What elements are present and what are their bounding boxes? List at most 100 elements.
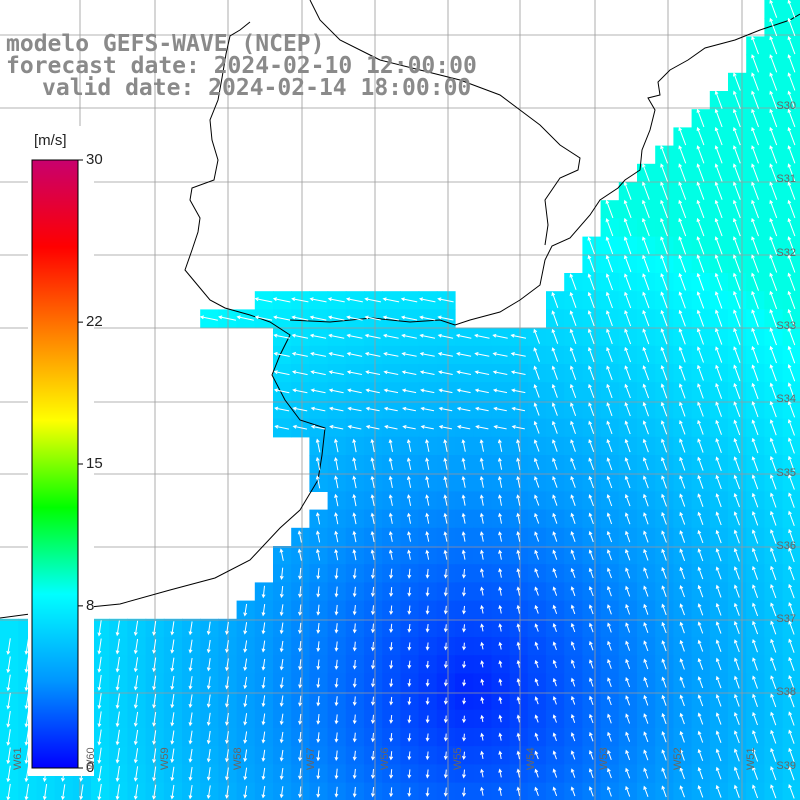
wind-arrow	[516, 750, 521, 760]
wind-arrow	[511, 406, 526, 412]
wind-arrow	[115, 638, 120, 655]
wind-arrow	[788, 528, 795, 545]
wind-arrow	[407, 531, 411, 542]
wind-arrow	[188, 676, 193, 690]
wind-arrow	[788, 656, 795, 671]
wind-arrow	[315, 475, 321, 489]
wind-arrow	[133, 657, 139, 673]
wind-arrow	[751, 529, 759, 544]
wind-arrow	[589, 622, 594, 633]
wind-arrow	[254, 297, 273, 303]
wind-arrow	[751, 474, 759, 490]
wind-arrow	[752, 584, 759, 598]
wind-arrow	[552, 494, 558, 506]
wind-arrow	[206, 676, 211, 690]
wind-arrow	[589, 695, 594, 705]
wind-arrow	[642, 346, 650, 363]
wind-arrow	[298, 586, 303, 598]
wind-arrow	[715, 438, 722, 453]
wind-arrow	[769, 382, 777, 400]
wind-arrow	[474, 333, 490, 339]
wind-arrow	[769, 0, 778, 18]
wind-arrow	[334, 586, 339, 598]
wind-arrow	[480, 678, 485, 686]
wind-arrow	[115, 656, 120, 673]
wind-arrow	[345, 297, 363, 303]
wind-arrow	[588, 475, 594, 489]
wind-arrow	[787, 199, 796, 219]
coastline	[0, 21, 326, 619]
wind-arrow	[388, 512, 393, 524]
wind-arrow	[606, 420, 613, 435]
wind-arrow	[364, 333, 381, 339]
wind-arrow	[551, 347, 559, 362]
wind-arrow	[370, 660, 375, 670]
wind-arrow	[316, 714, 321, 725]
wind-arrow	[751, 511, 759, 526]
wind-arrow	[588, 383, 595, 398]
wind-arrow	[552, 696, 557, 705]
wind-arrow	[443, 787, 448, 797]
wind-arrow	[352, 786, 357, 798]
valid-date: valid date: 2024-02-14 18:00:00	[42, 75, 472, 101]
wind-arrow	[678, 126, 687, 146]
wind-arrow	[334, 732, 339, 743]
wind-arrow	[534, 512, 540, 524]
wind-arrow	[243, 785, 248, 799]
wind-arrow	[589, 677, 594, 687]
wind-arrow	[734, 657, 740, 671]
wind-arrow	[443, 769, 448, 779]
wind-arrow	[254, 315, 273, 321]
wind-arrow	[516, 567, 521, 578]
wind-arrow	[298, 713, 303, 725]
wind-arrow	[769, 72, 778, 91]
wind-arrow	[461, 512, 466, 524]
wind-arrow	[298, 604, 303, 616]
wind-arrow	[715, 693, 722, 707]
wind-arrow	[661, 585, 667, 597]
wind-arrow	[623, 199, 632, 219]
wind-arrow	[327, 297, 345, 303]
wind-arrow	[261, 622, 266, 635]
wind-arrow	[364, 297, 382, 303]
wind-arrow	[498, 786, 503, 796]
wind-arrow	[534, 786, 539, 796]
wind-arrow	[769, 35, 778, 55]
wind-arrow	[679, 676, 685, 688]
wind-arrow	[660, 236, 668, 255]
wind-arrow	[400, 297, 418, 303]
wind-arrow	[334, 786, 339, 798]
wind-arrow	[274, 406, 290, 412]
wind-arrow	[752, 547, 759, 562]
wind-arrow	[605, 218, 614, 237]
wind-arrow	[292, 424, 308, 430]
wind-arrow	[606, 549, 612, 561]
wind-arrow	[551, 420, 558, 434]
wind-arrow	[661, 658, 667, 670]
wind-arrow	[443, 494, 448, 506]
wind-arrow	[534, 549, 539, 560]
wind-arrow	[751, 492, 759, 508]
wind-arrow	[206, 730, 211, 745]
wind-arrow	[365, 370, 381, 375]
wind-arrow	[352, 605, 357, 616]
wind-arrow	[479, 457, 484, 470]
wind-arrow	[516, 475, 521, 488]
wind-arrow	[769, 474, 777, 490]
wind-arrow	[715, 675, 722, 689]
wind-arrow	[751, 254, 759, 273]
wind-arrow	[661, 566, 667, 579]
wind-arrow	[407, 549, 411, 560]
wind-arrow	[643, 658, 649, 670]
wind-arrow	[624, 420, 631, 435]
wind-arrow	[587, 236, 595, 255]
wind-arrow	[625, 548, 631, 561]
wind-arrow	[425, 642, 430, 651]
wind-arrow	[370, 678, 375, 688]
wind-arrow	[443, 457, 448, 470]
wind-arrow	[364, 352, 381, 357]
wind-arrow	[733, 419, 741, 436]
wind-arrow	[623, 236, 632, 255]
wind-arrow	[152, 712, 157, 727]
wind-arrow	[456, 370, 472, 375]
